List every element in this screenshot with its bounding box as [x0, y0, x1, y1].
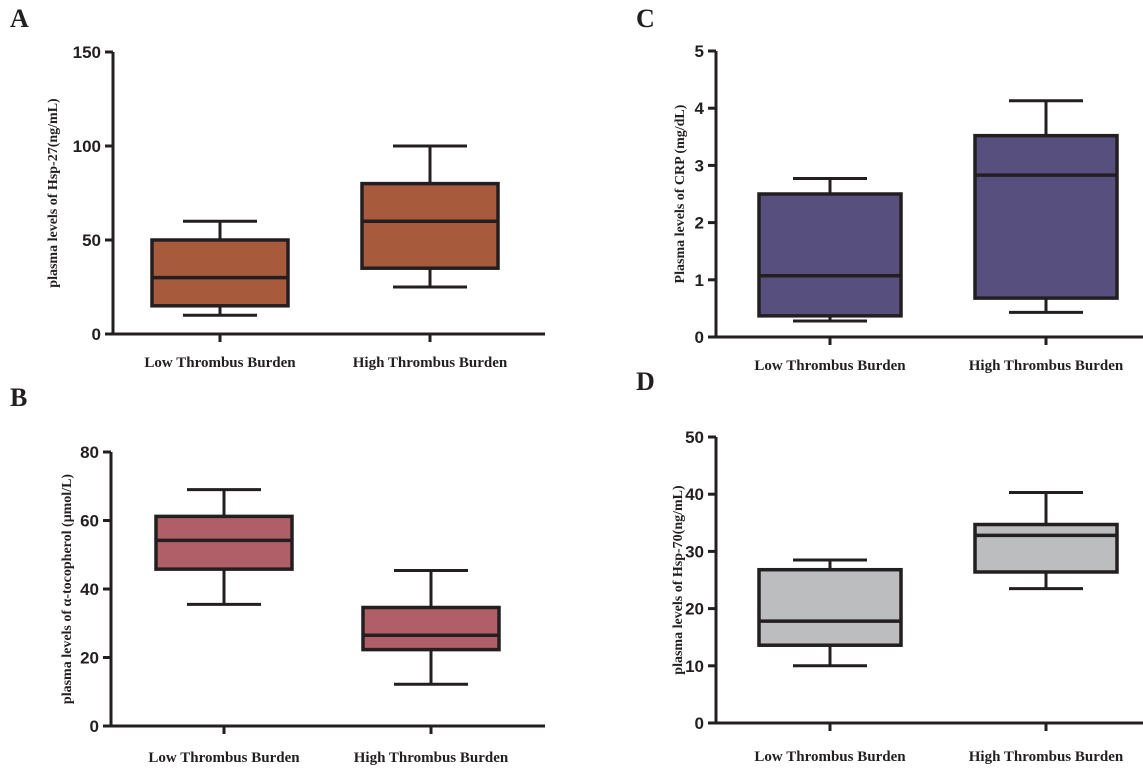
box-plot-high: High Thrombus Burden [353, 144, 508, 371]
y-tick-label: 3 [695, 156, 704, 175]
y-tick-label: 0 [92, 325, 101, 344]
panel-letter: D [636, 367, 655, 396]
panel-letter: C [636, 4, 655, 33]
box-plot-low: Low Thrombus Burden [148, 488, 300, 766]
y-tick-label: 60 [80, 512, 99, 531]
panel-letter: B [10, 383, 27, 412]
x-category-label: Low Thrombus Burden [148, 750, 300, 766]
y-tick-label: 80 [80, 443, 99, 462]
box-plot-high: High Thrombus Burden [354, 569, 509, 766]
x-category-label: High Thrombus Burden [354, 750, 509, 766]
y-tick-label: 40 [80, 580, 99, 599]
box-plot-low: Low Thrombus Burden [144, 219, 296, 371]
y-axis-title: Plasma levels of CRP (mg/dL) [673, 104, 688, 283]
box-plot-low: Low Thrombus Burden [754, 558, 906, 765]
y-axis-title: plasma levels of Hsp-70(ng/mL) [671, 485, 686, 675]
iqr-box [973, 522, 1119, 574]
y-tick-label: 100 [73, 137, 101, 156]
y-tick-label: 150 [73, 43, 101, 62]
y-axis-title: plasma levels of Hsp-27(ng/mL) [46, 98, 61, 288]
iqr-box [150, 238, 290, 308]
y-tick-label: 2 [695, 214, 704, 233]
panel-d: D 0 10 20 30 40 50 plasma levels of Hsp-70(ng/m… [636, 367, 1143, 765]
y-tick-label: 1 [695, 271, 704, 290]
iqr-box [361, 605, 501, 652]
x-category-label: High Thrombus Burden [353, 355, 508, 371]
y-tick-label: 4 [695, 99, 705, 118]
y-axis-title: plasma levels of α-tocopherol (μmol/L) [60, 474, 75, 704]
x-category-label: High Thrombus Burden [969, 749, 1124, 765]
iqr-box [360, 181, 500, 270]
y-tick-label: 30 [685, 542, 704, 561]
y-tick-label: 10 [685, 657, 704, 676]
y-tick-label: 20 [80, 649, 99, 668]
box-plot-high: High Thrombus Burden [969, 99, 1124, 374]
y-tick-label: 0 [695, 328, 704, 347]
y-tick-label: 40 [685, 485, 704, 504]
box-plot-low: Low Thrombus Burden [754, 177, 906, 374]
panel-c: C 0 1 2 3 4 5 Plasma levels of CRP (mg/dL) Low T… [636, 4, 1143, 374]
y-tick-label: 50 [685, 428, 704, 447]
panel-letter: A [10, 4, 29, 33]
iqr-box [757, 567, 903, 647]
y-tick-label: 0 [695, 714, 704, 733]
x-category-label: High Thrombus Burden [969, 358, 1124, 374]
x-category-label: Low Thrombus Burden [144, 355, 296, 371]
y-tick-label: 50 [82, 231, 101, 250]
y-tick-label: 0 [90, 717, 99, 736]
x-category-label: Low Thrombus Burden [754, 749, 906, 765]
iqr-box [757, 192, 903, 318]
panel-b: B 0 20 40 60 80 plasma levels of α-tocopherol … [10, 383, 545, 766]
box-plot-high: High Thrombus Burden [969, 490, 1124, 765]
x-category-label: Low Thrombus Burden [754, 358, 906, 374]
panel-a: A 0 50 100 150 plasma levels of Hsp-27(ng/mL)… [10, 4, 545, 371]
y-tick-label: 5 [695, 42, 704, 61]
iqr-box [973, 133, 1119, 300]
iqr-box [154, 514, 294, 571]
y-tick-label: 20 [685, 600, 704, 619]
